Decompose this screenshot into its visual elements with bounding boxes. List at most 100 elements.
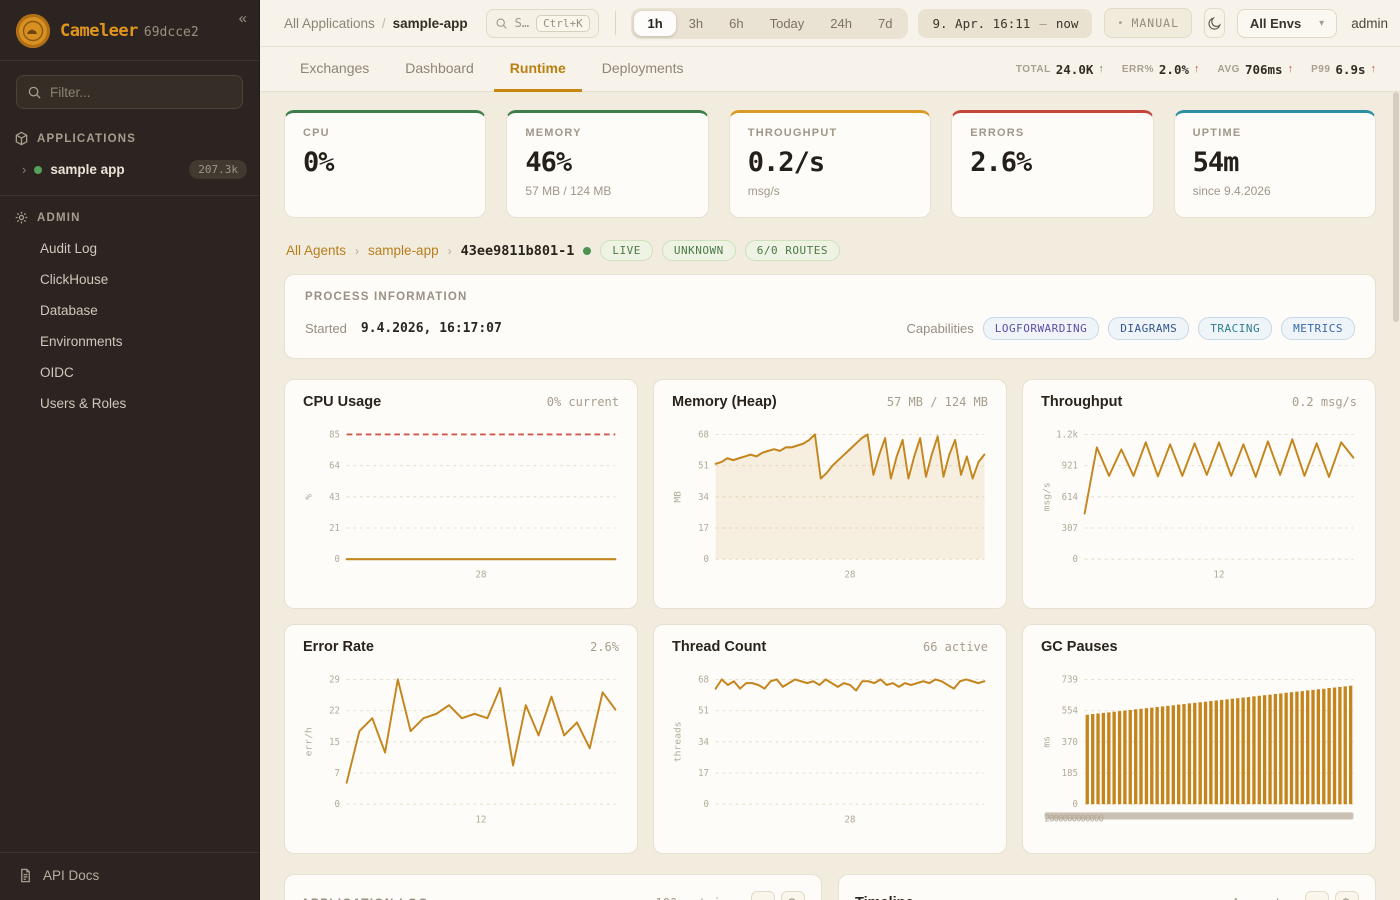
- svg-text:34: 34: [698, 492, 709, 503]
- bottom-panels: APPLICATION LOG 100 entries ↓ ⟳ Timeline…: [284, 874, 1376, 900]
- svg-text:0: 0: [1073, 554, 1079, 565]
- sidebar-item-users-roles[interactable]: Users & Roles: [40, 396, 127, 411]
- memory-heap-chart: 0 17 34 51 68 MB 28: [673, 429, 986, 581]
- document-icon: [21, 868, 30, 883]
- chart-cpu-usage: CPU Usage 0% current 0 21 43 64 85% 28: [284, 379, 638, 609]
- breadcrumb-all-applications[interactable]: All Applications: [284, 15, 375, 31]
- svg-text:0: 0: [704, 554, 710, 565]
- refresh-icon[interactable]: ⟳: [781, 891, 805, 900]
- badge-unknown: UNKNOWN: [661, 240, 736, 261]
- env-select-dropdown[interactable]: All Envs ▾: [1236, 8, 1338, 38]
- tab-dashboard[interactable]: Dashboard: [405, 60, 474, 76]
- api-docs-link[interactable]: API Docs: [0, 852, 259, 900]
- chevron-right-icon[interactable]: ›: [22, 162, 27, 177]
- brand-name: Cameleer: [60, 21, 138, 41]
- tab-deployments[interactable]: Deployments: [601, 60, 684, 76]
- cpu-usage-chart: 0 21 43 64 85% 28: [304, 429, 617, 581]
- application-log-panel: APPLICATION LOG 100 entries ↓ ⟳: [284, 874, 822, 900]
- chart-gc-pauses: GC Pauses 0 185 370 554 739 ms 2000000000000: [1022, 624, 1376, 854]
- svg-text:51: 51: [698, 460, 709, 471]
- svg-text:51: 51: [698, 705, 709, 716]
- scroll-to-bottom-button[interactable]: ↓: [1305, 891, 1329, 900]
- svg-text:0: 0: [1073, 799, 1079, 810]
- sidebar: Cameleer 69dcce2 « Filter... APPLICATIONS…: [0, 0, 260, 900]
- badge-live: LIVE: [600, 240, 653, 261]
- global-search-input[interactable]: S… Ctrl+K: [485, 8, 599, 38]
- filter-input[interactable]: Filter...: [16, 75, 243, 109]
- sidebar-item-environments[interactable]: Environments: [40, 334, 123, 349]
- search-shortcut-kbd: Ctrl+K: [536, 14, 590, 32]
- svg-text:12: 12: [1214, 569, 1225, 580]
- svg-text:28: 28: [845, 569, 856, 580]
- user-menu[interactable]: admin: [1351, 15, 1388, 31]
- metric-card-throughput: THROUGHPUT 0.2/s msg/s: [728, 110, 932, 218]
- status-dot: [34, 165, 43, 174]
- svg-text:0: 0: [335, 554, 341, 565]
- started-value: 9.4.2026, 16:17:07: [360, 321, 502, 336]
- sidebar-header: Cameleer 69dcce2 «: [0, 0, 259, 61]
- admin-section-header: ADMIN: [0, 198, 259, 233]
- gear-icon: [15, 211, 28, 224]
- gc-pauses-chart: 0 185 370 554 739 ms 2000000000000: [1042, 674, 1354, 825]
- svg-text:17: 17: [698, 523, 709, 534]
- tab-exchanges[interactable]: Exchanges: [300, 60, 370, 76]
- app-name: sample app: [50, 162, 125, 177]
- sidebar-item-sample-app[interactable]: › sample app 207.3k: [0, 154, 259, 185]
- svg-text:185: 185: [1062, 768, 1078, 779]
- svg-text:MB: MB: [673, 491, 684, 503]
- topbar: All Applications / sample-app S… Ctrl+K …: [260, 0, 1400, 47]
- time-range-24h[interactable]: 24h: [830, 15, 852, 31]
- scroll-to-bottom-button[interactable]: ↓: [751, 891, 775, 900]
- svg-text:ms: ms: [1042, 736, 1053, 748]
- live-status-dot: [583, 246, 592, 255]
- throughput-chart: 0 307 614 921 1.2k msg/s 12: [1042, 429, 1355, 581]
- svg-text:554: 554: [1062, 705, 1079, 716]
- sidebar-item-audit-log[interactable]: Audit Log: [40, 241, 98, 256]
- svg-text:0: 0: [335, 799, 341, 810]
- svg-text:22: 22: [329, 705, 340, 716]
- package-icon: [15, 131, 28, 146]
- capabilities: Capabilities LOGFORWARDING DIAGRAMS TRAC…: [907, 317, 1355, 340]
- dark-mode-toggle[interactable]: [1204, 8, 1225, 38]
- sidebar-item-clickhouse[interactable]: ClickHouse: [40, 272, 109, 287]
- metric-card-errors: ERRORS 2.6%: [951, 110, 1154, 218]
- tabs: Exchanges Dashboard Runtime Deployments: [284, 47, 699, 92]
- time-range-3h[interactable]: 3h: [688, 15, 704, 31]
- time-range-7d[interactable]: 7d: [878, 15, 893, 31]
- manual-refresh-toggle[interactable]: • MANUAL: [1104, 8, 1192, 38]
- sidebar-item-database[interactable]: Database: [40, 303, 98, 318]
- svg-text:68: 68: [698, 674, 709, 685]
- svg-text:29: 29: [329, 674, 340, 685]
- time-range-1h[interactable]: 1h: [634, 10, 676, 36]
- svg-text:21: 21: [329, 523, 340, 534]
- process-information-panel: PROCESS INFORMATION Started 9.4.2026, 16…: [284, 274, 1376, 359]
- chevron-down-icon: ▾: [1319, 17, 1325, 29]
- date-range-display[interactable]: 9. Apr. 16:11 — now: [918, 8, 1093, 38]
- sidebar-item-oidc[interactable]: OIDC: [40, 365, 74, 380]
- started-label: Started: [305, 321, 347, 336]
- moon-icon: [1208, 16, 1221, 30]
- svg-text:739: 739: [1062, 674, 1079, 685]
- all-agents-link[interactable]: All Agents: [286, 243, 347, 258]
- svg-text:15: 15: [329, 737, 340, 748]
- svg-text:614: 614: [1062, 492, 1079, 503]
- svg-text:921: 921: [1062, 460, 1079, 471]
- agent-breadcrumb: All Agents › sample-app › 43ee9811b801-1…: [286, 240, 1374, 261]
- refresh-icon[interactable]: ⟳: [1335, 891, 1359, 900]
- scrollbar[interactable]: [1393, 92, 1399, 322]
- agent-app-link[interactable]: sample-app: [368, 243, 439, 258]
- svg-text:85: 85: [329, 429, 340, 440]
- time-range-today[interactable]: Today: [769, 15, 805, 31]
- camel-icon: [22, 20, 44, 42]
- tab-runtime[interactable]: Runtime: [493, 47, 582, 92]
- application-log-title: APPLICATION LOG: [301, 896, 429, 900]
- metric-card-memory: MEMORY 46% 57 MB / 124 MB: [506, 110, 709, 218]
- time-range-6h[interactable]: 6h: [729, 15, 744, 31]
- trend-up-icon: ↑: [1370, 63, 1377, 75]
- app-count-badge: 207.3k: [189, 160, 247, 179]
- sidebar-collapse-icon[interactable]: «: [238, 10, 247, 27]
- thread-count-chart: 0 17 34 51 68 threads 28: [673, 674, 986, 826]
- error-rate-chart: 0 7 15 22 29 err/h 12: [304, 674, 617, 826]
- svg-text:threads: threads: [673, 721, 684, 762]
- search-placeholder: S…: [514, 16, 530, 30]
